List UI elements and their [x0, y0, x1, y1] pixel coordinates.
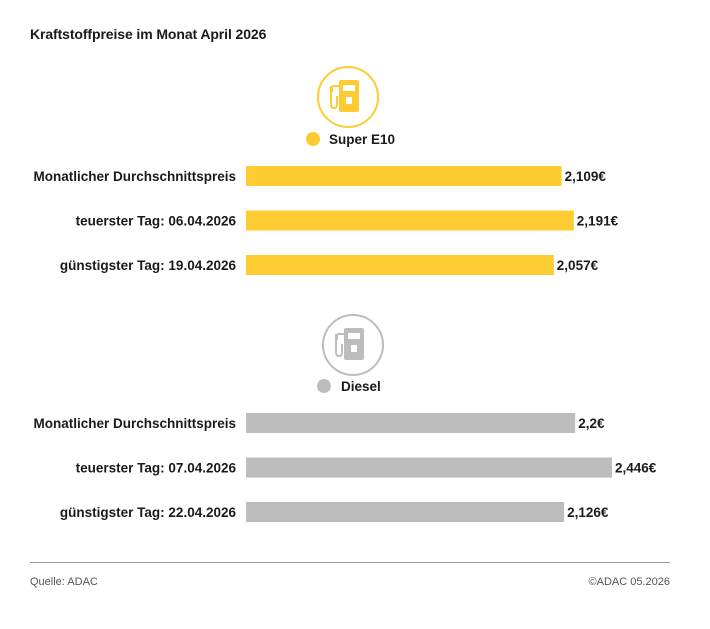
copyright-note: ©ADAC 05.2026 [588, 576, 671, 588]
legend-super-label: Super E10 [329, 132, 395, 147]
legend-diesel-label: Diesel [341, 379, 381, 394]
diesel-fuel-pump-icon [322, 314, 384, 376]
diesel-category-label: Monatlicher Durchschnittspreis [33, 416, 236, 431]
legend-super: Super E10 [306, 132, 395, 147]
super-bar [246, 255, 554, 275]
super-bar [246, 210, 574, 231]
diesel-category-label: günstigster Tag: 22.04.2026 [60, 505, 237, 520]
diesel-bar-group: Monatlicher Durchschnittspreis 2,2€ teuers… [33, 413, 657, 522]
diesel-bar [246, 413, 576, 433]
diesel-bar [246, 502, 565, 522]
chart-title: Kraftstoffpreise im Monat April 2026 [30, 26, 267, 42]
super-value-label: 2,191€ [577, 214, 619, 229]
fuel-price-chart: Super E10 Monatlicher Durchschnittspreis… [33, 66, 657, 522]
super-fuel-pump-icon [317, 66, 379, 128]
super-value-label: 2,109€ [565, 169, 607, 184]
super-bar [246, 166, 562, 186]
super-value-label: 2,057€ [557, 258, 599, 273]
source-note: Quelle: ADAC [30, 576, 98, 588]
diesel-value-label: 2,2€ [578, 416, 605, 431]
legend-super-swatch [306, 132, 320, 146]
legend-diesel-swatch [317, 379, 331, 393]
footer-divider [30, 562, 670, 563]
super-category-label: teuerster Tag: 06.04.2026 [76, 214, 237, 229]
super-category-label: Monatlicher Durchschnittspreis [33, 169, 236, 184]
diesel-bar [246, 457, 612, 478]
legend-diesel: Diesel [317, 379, 381, 394]
super-bar-group: Monatlicher Durchschnittspreis 2,109€ teue… [33, 166, 619, 275]
diesel-value-label: 2,126€ [567, 505, 609, 520]
diesel-value-label: 2,446€ [615, 461, 657, 476]
super-category-label: günstigster Tag: 19.04.2026 [60, 258, 237, 273]
diesel-category-label: teuerster Tag: 07.04.2026 [76, 461, 237, 476]
